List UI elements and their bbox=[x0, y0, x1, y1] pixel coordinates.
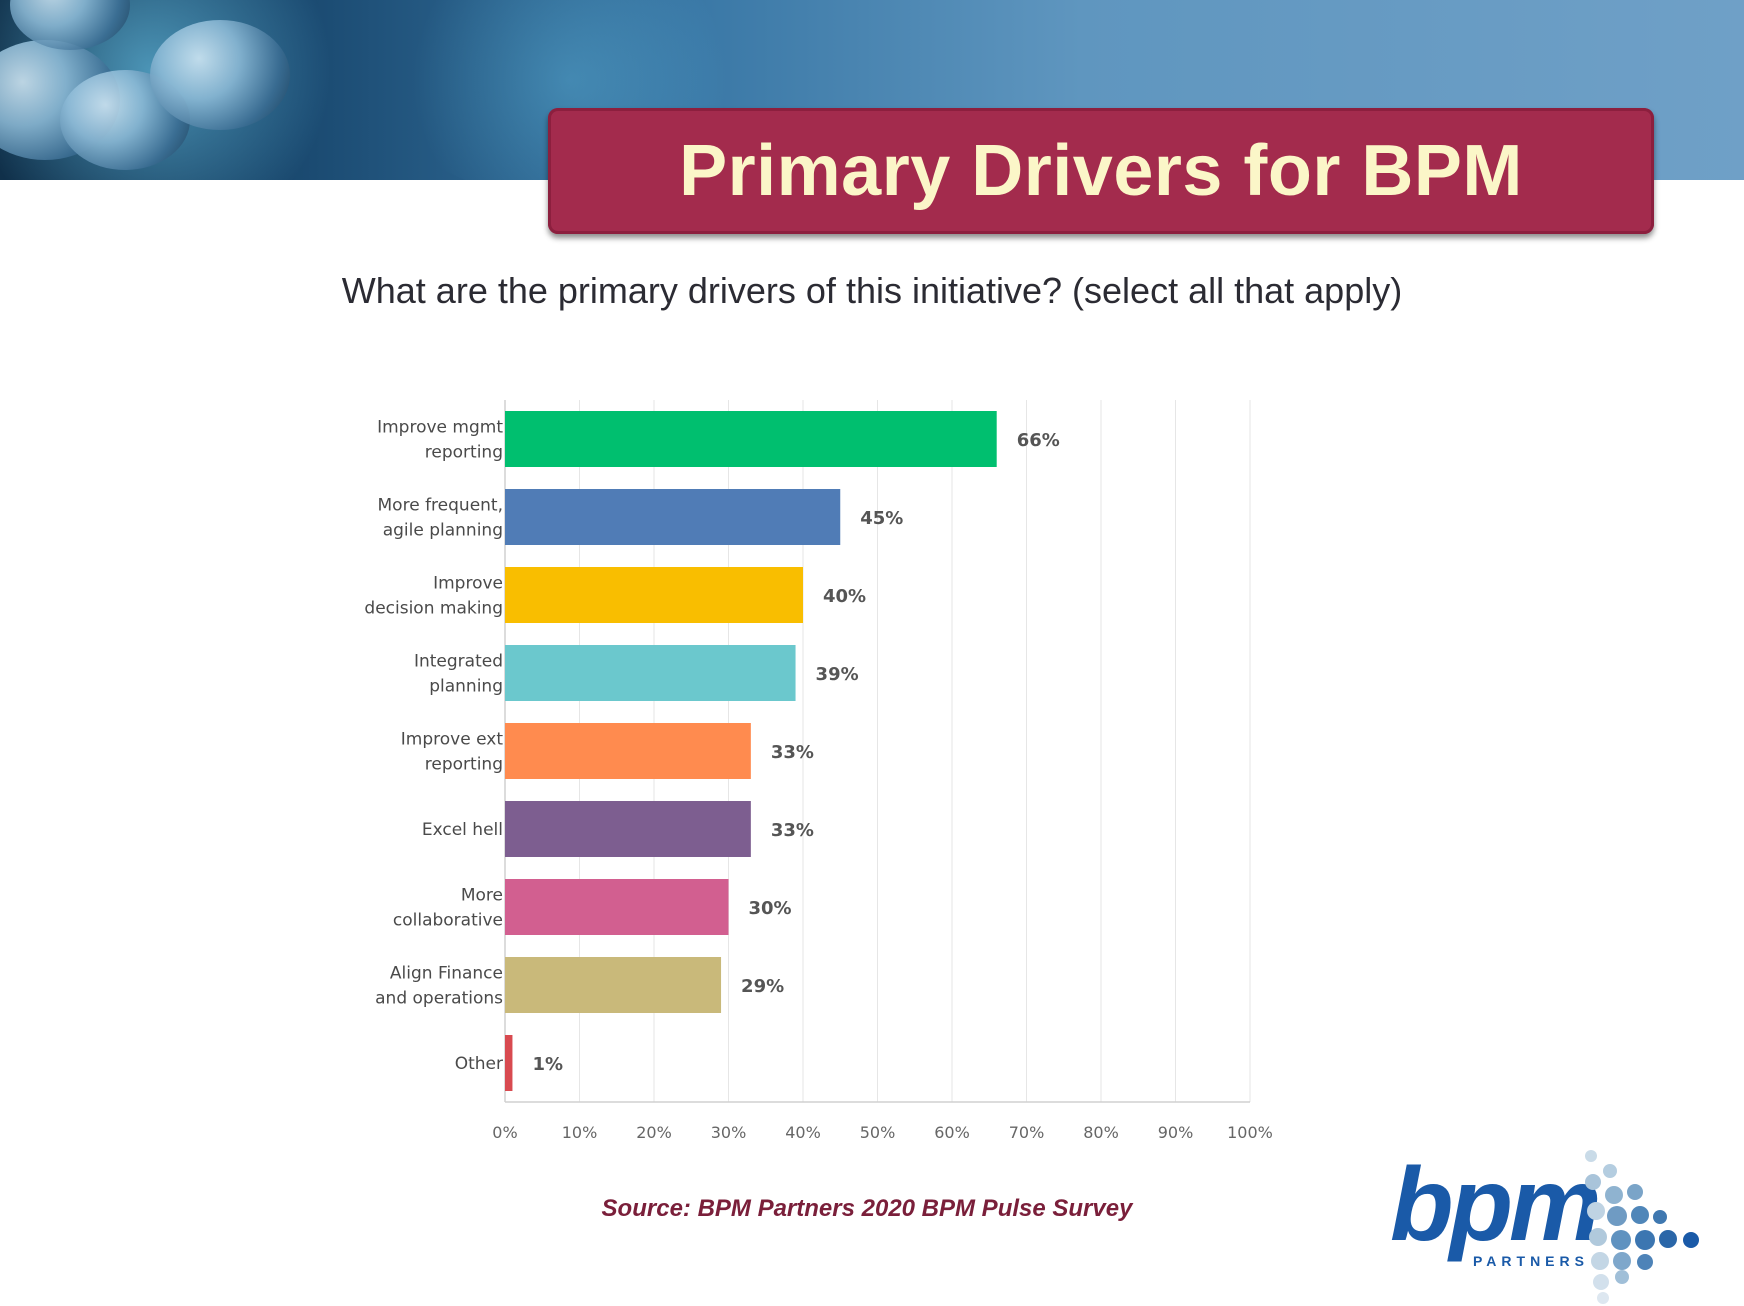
logo-dot bbox=[1631, 1206, 1649, 1224]
logo-dot bbox=[1607, 1206, 1627, 1226]
logo-dot bbox=[1613, 1252, 1631, 1270]
logo-dot bbox=[1627, 1184, 1643, 1200]
bar bbox=[505, 801, 751, 857]
bar bbox=[505, 489, 841, 545]
data-label: 33% bbox=[771, 820, 814, 841]
category-label: Integrated bbox=[414, 652, 503, 672]
x-tick-label: 100% bbox=[1227, 1123, 1273, 1142]
x-tick-label: 30% bbox=[711, 1123, 747, 1142]
logo-dot bbox=[1585, 1150, 1597, 1162]
logo-dot bbox=[1587, 1202, 1605, 1220]
logo-dot bbox=[1653, 1210, 1667, 1224]
x-tick-label: 50% bbox=[860, 1123, 896, 1142]
x-tick-label: 0% bbox=[492, 1123, 517, 1142]
category-label: Other bbox=[455, 1054, 503, 1074]
data-label: 40% bbox=[823, 586, 866, 607]
bar bbox=[505, 645, 796, 701]
category-label: and operations bbox=[375, 989, 503, 1009]
x-tick-label: 20% bbox=[636, 1123, 672, 1142]
logo-dot bbox=[1605, 1186, 1623, 1204]
x-tick-label: 40% bbox=[785, 1123, 821, 1142]
logo-dot bbox=[1611, 1230, 1631, 1250]
logo-dot bbox=[1597, 1292, 1609, 1304]
page-title: Primary Drivers for BPM bbox=[679, 131, 1523, 211]
category-label: Improve bbox=[433, 574, 503, 594]
category-label: Improve ext bbox=[401, 730, 504, 750]
data-label: 1% bbox=[532, 1054, 563, 1075]
header-banner bbox=[0, 0, 1744, 180]
data-label: 39% bbox=[816, 664, 859, 685]
category-label: More frequent, bbox=[378, 496, 503, 516]
bar bbox=[505, 1035, 513, 1091]
x-tick-label: 60% bbox=[934, 1123, 970, 1142]
x-tick-label: 90% bbox=[1158, 1123, 1194, 1142]
data-label: 45% bbox=[860, 508, 903, 529]
category-label: decision making bbox=[364, 599, 503, 619]
category-label: agile planning bbox=[383, 521, 503, 541]
logo-dot bbox=[1637, 1254, 1653, 1270]
data-label: 33% bbox=[771, 742, 814, 763]
logo-dot bbox=[1591, 1252, 1609, 1270]
category-label: More bbox=[461, 886, 503, 906]
x-tick-label: 70% bbox=[1009, 1123, 1045, 1142]
category-label: Excel hell bbox=[422, 820, 503, 840]
category-label: reporting bbox=[425, 755, 503, 775]
bar bbox=[505, 879, 729, 935]
bar bbox=[505, 567, 803, 623]
bar bbox=[505, 957, 722, 1013]
bpm-partners-logo: bpm PARTNERS bbox=[1385, 1147, 1715, 1304]
logo-dot bbox=[1589, 1228, 1607, 1246]
survey-question: What are the primary drivers of this ini… bbox=[341, 270, 1403, 311]
logo-dot bbox=[1635, 1230, 1655, 1250]
source-caption: Source: BPM Partners 2020 BPM Pulse Surv… bbox=[601, 1195, 1133, 1222]
bar bbox=[505, 723, 751, 779]
category-label: planning bbox=[429, 677, 503, 697]
category-label: Improve mgmt bbox=[377, 418, 503, 438]
x-tick-label: 10% bbox=[562, 1123, 598, 1142]
logo-dot bbox=[1593, 1274, 1609, 1290]
logo-dot bbox=[1603, 1164, 1617, 1178]
logo-subtext: PARTNERS bbox=[1473, 1253, 1589, 1269]
logo-dot bbox=[1659, 1230, 1677, 1248]
data-label: 66% bbox=[1017, 430, 1060, 451]
bar bbox=[505, 411, 997, 467]
logo-dot bbox=[1615, 1270, 1629, 1284]
logo-dot bbox=[1585, 1174, 1601, 1190]
coin-image bbox=[150, 20, 290, 130]
category-label: Align Finance bbox=[390, 964, 503, 984]
data-label: 30% bbox=[749, 898, 792, 919]
title-banner: Primary Drivers for BPM bbox=[548, 108, 1654, 234]
data-label: 29% bbox=[741, 976, 784, 997]
bar-chart: 0% 10% 20% 30% 40% 50% 60% 70% 80% 90% 100% 66% Impr… bbox=[364, 400, 1273, 1142]
logo-dot bbox=[1683, 1232, 1699, 1248]
category-label: reporting bbox=[425, 443, 503, 463]
logo-wordmark: bpm bbox=[1390, 1147, 1602, 1263]
x-tick-label: 80% bbox=[1083, 1123, 1119, 1142]
category-label: collaborative bbox=[393, 911, 503, 931]
